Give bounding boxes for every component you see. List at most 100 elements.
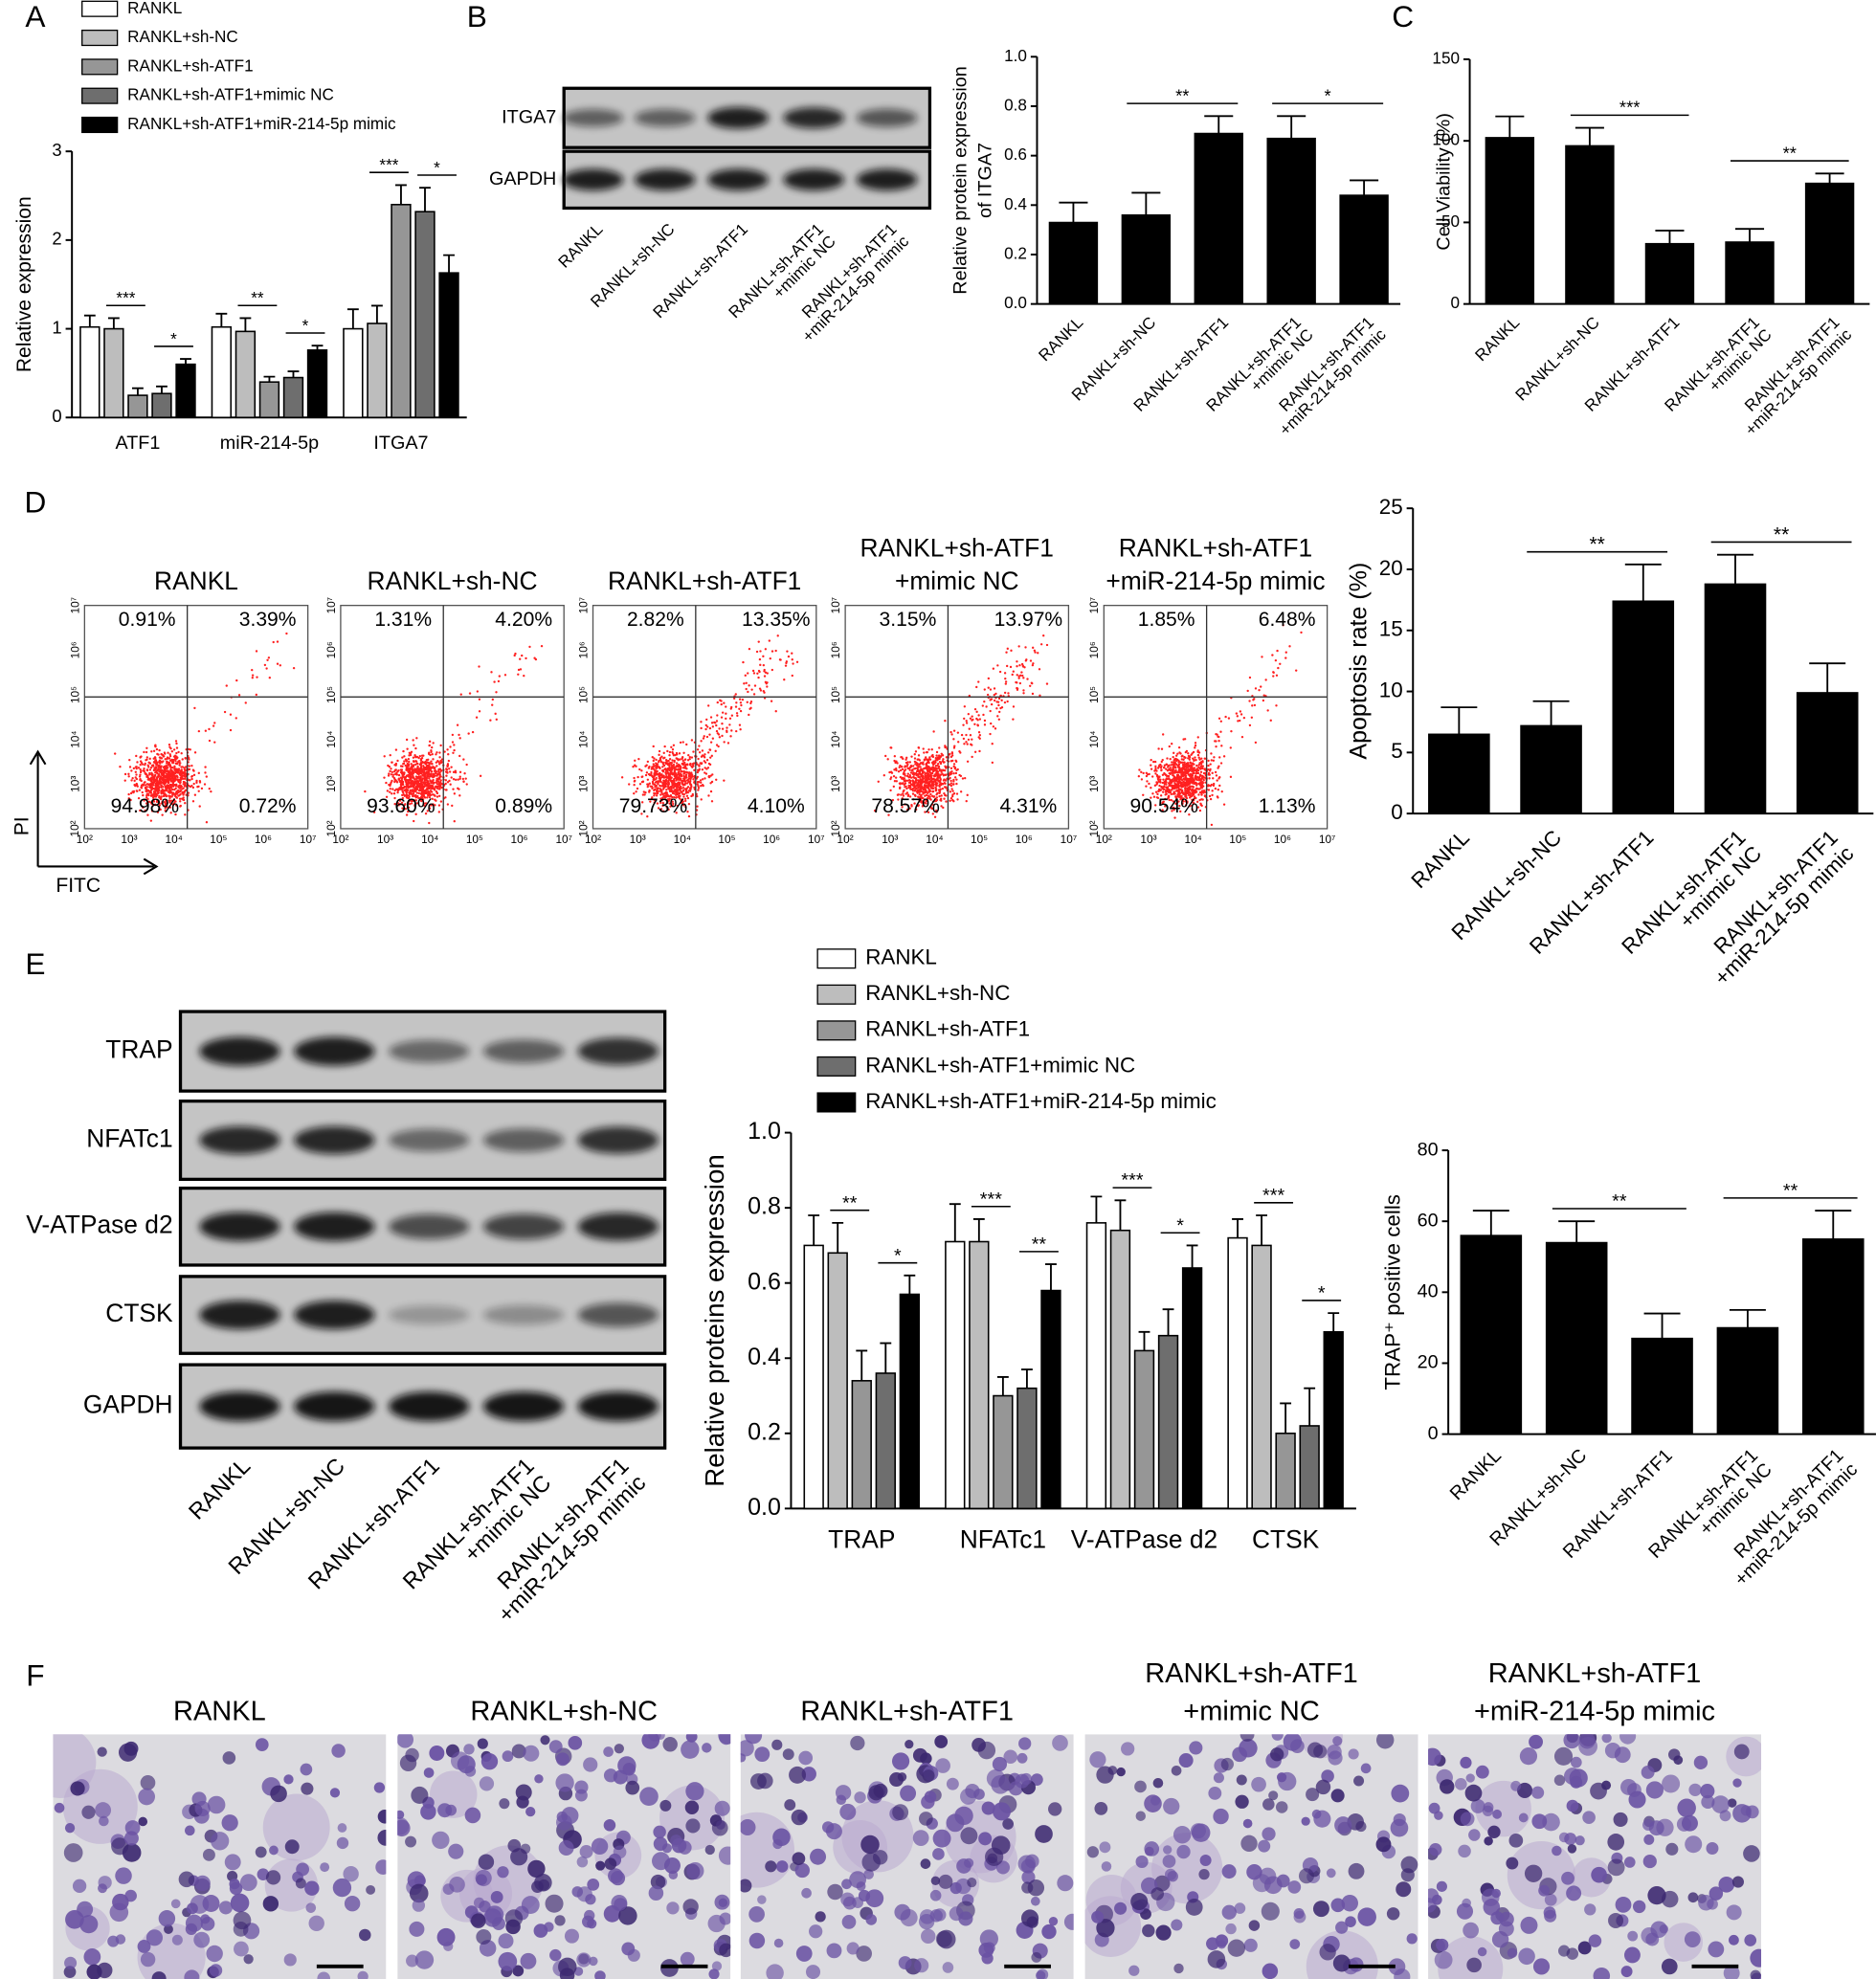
flow-event [998, 719, 1000, 721]
flow-event [448, 760, 450, 762]
flow-x-tick: 10⁶ [1016, 833, 1033, 846]
flow-event [145, 784, 146, 786]
flow-x-tick: 10⁴ [1184, 833, 1201, 846]
flow-event [659, 776, 660, 778]
flow-event [1195, 784, 1197, 786]
flow-event [1211, 759, 1213, 761]
flow-event [175, 756, 177, 758]
flow-event [135, 755, 137, 757]
flow-event [679, 792, 681, 794]
bar [1485, 138, 1533, 304]
flow-event [725, 718, 726, 720]
flow-event [889, 746, 891, 748]
flow-event [1285, 652, 1287, 654]
flow-event [151, 765, 153, 767]
flow-event [923, 747, 925, 749]
significance-label: ** [1783, 143, 1797, 163]
flow-event [164, 769, 166, 771]
flow-event [204, 783, 206, 785]
flow-event [950, 767, 952, 769]
flow-event [176, 746, 178, 748]
flow-event [428, 772, 430, 774]
blot-band [389, 1305, 469, 1324]
bar [1717, 1327, 1777, 1434]
significance-label: ** [1175, 85, 1189, 105]
flow-y-tick: 10² [324, 820, 338, 836]
flow-event [644, 766, 646, 767]
flow-event [697, 785, 699, 787]
flow-event [676, 752, 678, 754]
flow-event [636, 788, 638, 789]
flow-event [1195, 759, 1196, 761]
flow-event [915, 772, 917, 774]
flow-event [745, 688, 747, 690]
flow-event [909, 780, 911, 782]
flow-event [956, 792, 958, 794]
bar [1547, 1242, 1607, 1434]
flow-event [668, 788, 670, 789]
flow-event [1175, 789, 1177, 791]
flow-event [438, 751, 440, 753]
flow-event [1195, 765, 1197, 767]
flow-event [1193, 764, 1195, 766]
flow-event [172, 783, 174, 785]
flow-event [949, 731, 951, 733]
flow-event [998, 698, 1000, 700]
flow-event [169, 765, 171, 767]
bar [1613, 601, 1673, 813]
flow-event [971, 738, 972, 740]
flow-event [754, 684, 756, 686]
flow-event [690, 771, 692, 773]
flow-event [704, 771, 705, 773]
flow-event [393, 777, 395, 779]
flow-event [142, 791, 144, 793]
flow-event [452, 788, 454, 789]
flow-event [674, 754, 676, 756]
flow-event [147, 777, 149, 779]
bar [415, 211, 435, 417]
flow-event [999, 671, 1001, 673]
flow-x-tick: 10⁵ [210, 833, 227, 846]
flow-event [700, 782, 702, 784]
flow-event [1175, 779, 1177, 781]
flow-event [413, 765, 414, 767]
flow-event [1178, 777, 1180, 779]
flow-event [771, 669, 773, 671]
flow-event [708, 733, 710, 735]
flow-event [688, 772, 690, 774]
flow-event [704, 728, 706, 730]
flow-event [710, 741, 712, 743]
flow-event [909, 761, 911, 763]
bar [1267, 139, 1315, 304]
y-axis-label: of ITGA7 [974, 143, 995, 218]
flow-event [1249, 724, 1251, 726]
panel-letter: F [26, 1657, 44, 1692]
flow-event [721, 723, 723, 724]
y-tick-label: 0 [1391, 800, 1402, 824]
flow-event [941, 794, 943, 796]
flow-event [949, 790, 951, 792]
flow-event [1150, 764, 1151, 766]
flow-event [903, 789, 904, 791]
flow-event [418, 776, 420, 778]
flow-event [1288, 645, 1290, 647]
flow-event [785, 664, 787, 666]
flow-event [1142, 772, 1144, 774]
flow-event [711, 800, 713, 802]
flow-event [674, 769, 676, 771]
flow-y-tick: 10⁵ [68, 686, 81, 703]
flow-event [687, 781, 689, 783]
flow-event [1185, 778, 1187, 780]
flow-event [712, 725, 714, 727]
flow-event [1240, 713, 1242, 715]
flow-event [190, 765, 192, 767]
flow-event [1213, 760, 1215, 762]
flow-event [393, 792, 395, 794]
flow-event [168, 762, 170, 764]
blot-row-label: ITGA7 [502, 106, 556, 127]
flow-event [130, 769, 132, 771]
flow-event [479, 699, 480, 700]
flow-event [428, 777, 430, 779]
flow-event [1182, 766, 1184, 767]
flow-event [1237, 720, 1239, 722]
